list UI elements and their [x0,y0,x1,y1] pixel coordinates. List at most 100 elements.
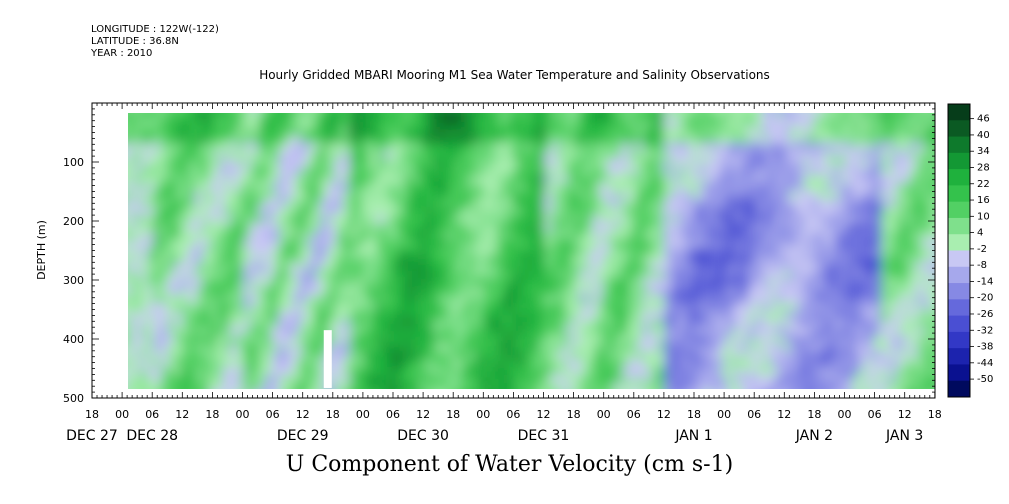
field-cell [153,255,163,266]
field-cell [349,239,359,250]
field-cell [727,159,737,170]
field-cell [300,367,310,378]
field-cell [692,367,702,378]
field-cell [496,135,506,146]
field-cell [629,375,639,386]
field-cell [902,295,912,306]
field-cell [566,375,576,386]
field-cell [776,327,786,338]
field-cell [258,167,268,178]
field-cell [405,191,415,202]
field-cell [454,359,464,370]
field-cell [902,359,912,370]
field-cell [622,143,632,154]
field-cell [153,295,163,306]
field-cell [902,119,912,130]
field-cell [146,113,156,122]
field-cell [888,247,898,258]
field-cell [167,175,177,186]
field-cell [447,351,457,362]
field-cell [622,343,632,354]
field-cell [461,207,471,218]
field-cell [587,231,597,242]
field-cell [384,327,394,338]
field-cell [244,255,254,266]
field-cell [559,127,569,138]
field-cell [685,343,695,354]
field-cell [622,279,632,290]
field-cell [706,295,716,306]
field-cell [895,351,905,362]
field-cell [314,319,324,330]
field-cell [447,183,457,194]
field-cell [699,247,709,258]
field-cell [230,215,240,226]
field-cell [566,319,576,330]
field-cell [440,255,450,266]
field-cell [496,295,506,306]
field-cell [153,311,163,322]
field-cell [237,207,247,218]
field-cell [867,143,877,154]
field-cell [405,151,415,162]
field-cell [846,311,856,322]
field-cell [128,311,135,322]
field-cell [804,287,814,298]
field-cell [363,367,373,378]
field-cell [132,287,142,298]
field-cell [615,287,625,298]
field-cell [188,143,198,154]
field-cell [713,359,723,370]
field-cell [237,263,247,274]
field-cell [128,119,135,130]
field-cell [783,351,793,362]
field-cell [657,255,667,266]
field-cell [356,127,366,138]
field-cell [237,303,247,314]
field-cell [650,167,660,178]
field-cell [678,135,688,146]
field-cell [300,351,310,362]
field-cell [160,167,170,178]
field-cell [622,223,632,234]
field-cell [748,247,758,258]
field-cell [223,335,233,346]
field-cell [412,335,422,346]
field-cell [230,335,240,346]
field-cell [160,367,170,378]
field-cell [699,135,709,146]
field-cell [139,175,149,186]
field-cell [720,271,730,282]
field-cell [692,303,702,314]
field-cell [727,151,737,162]
field-cell [783,303,793,314]
field-cell [265,295,275,306]
field-cell [230,279,240,290]
field-cell [741,263,751,274]
field-cell [839,223,849,234]
field-cell [706,247,716,258]
field-cell [447,127,457,138]
field-cell [909,207,919,218]
field-cell [419,223,429,234]
field-cell [601,239,611,250]
field-cell [503,359,513,370]
field-cell [146,151,156,162]
field-cell [790,175,800,186]
field-cell [510,191,520,202]
field-cell [804,207,814,218]
field-cell [860,319,870,330]
field-cell [342,359,352,370]
field-cell [790,311,800,322]
field-cell [706,255,716,266]
field-cell [538,215,548,226]
field-cell [790,343,800,354]
field-cell [818,207,828,218]
field-cell [202,239,212,250]
field-cell [202,167,212,178]
field-cell [881,175,891,186]
field-cell [552,183,562,194]
field-cell [328,183,338,194]
field-cell [272,391,282,402]
field-cell [412,311,422,322]
